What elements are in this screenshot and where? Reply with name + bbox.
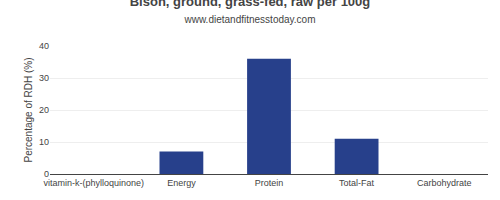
svg-text:Energy: Energy <box>167 178 196 188</box>
svg-text:Bison, ground, grass-fed, raw: Bison, ground, grass-fed, raw per 100gww… <box>130 0 371 25</box>
svg-text:Carbohydrate: Carbohydrate <box>417 178 472 188</box>
svg-text:Percentage of RDH (%): Percentage of RDH (%) <box>23 57 34 162</box>
svg-text:20: 20 <box>39 105 49 115</box>
svg-text:0: 0 <box>44 169 49 179</box>
svg-text:Total-Fat: Total-Fat <box>339 178 375 188</box>
svg-text:40: 40 <box>39 41 49 51</box>
svg-text:vitamin-k-(phylloquinone): vitamin-k-(phylloquinone) <box>44 178 145 188</box>
svg-text:10: 10 <box>39 137 49 147</box>
svg-text:30: 30 <box>39 73 49 83</box>
svg-text:Protein: Protein <box>255 178 284 188</box>
